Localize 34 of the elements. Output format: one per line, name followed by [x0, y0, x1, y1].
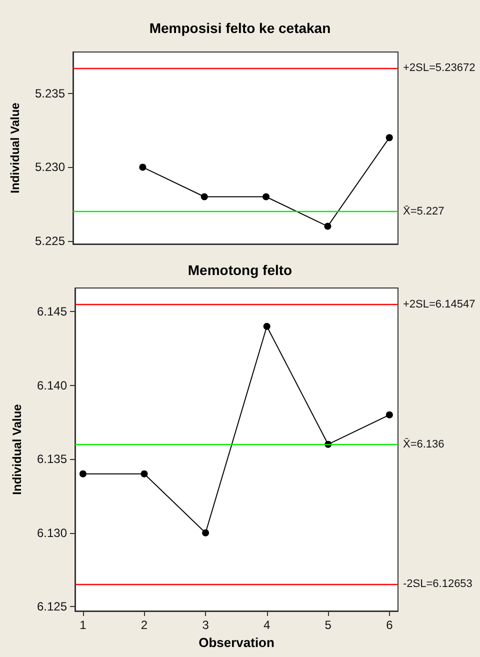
point [386, 134, 393, 142]
ref-line-label: +2SL=5.23672 [403, 62, 476, 74]
x-tick-label: 2 [140, 618, 148, 632]
y-tick-label: 5.235 [34, 86, 66, 100]
y-axis-title: Individual Value [10, 404, 24, 495]
y-tick-label: 5.230 [34, 160, 66, 174]
chart-title: Memotong felto [188, 262, 292, 278]
x-tick-label: 3 [202, 618, 210, 632]
point [262, 193, 270, 200]
y-tick-label: 5.225 [34, 234, 66, 248]
ref-line-label: X̄=6.136 [403, 438, 444, 450]
y-axis-title: Individual Value [8, 102, 22, 194]
y-tick-label: 6.135 [36, 452, 68, 466]
ref-line-label: X̄=5.227 [403, 204, 444, 218]
x-axis-title: Observation [198, 634, 274, 650]
point [263, 322, 270, 330]
y-tick-label: 6.145 [36, 304, 68, 319]
y-tick-label: 6.130 [36, 526, 68, 540]
point [386, 411, 393, 418]
point [79, 470, 86, 478]
point [324, 222, 332, 230]
point [139, 164, 146, 171]
x-tick-label: 5 [324, 618, 332, 632]
chart-title: Memposisi felto ke cetakan [149, 20, 331, 36]
y-tick-label: 6.140 [36, 378, 68, 392]
x-tick-label: 4 [263, 618, 270, 632]
x-tick-label: 6 [386, 618, 394, 632]
point [200, 193, 208, 200]
point [202, 529, 210, 536]
point [140, 470, 148, 478]
ref-line-label: -2SL=6.12653 [403, 578, 472, 590]
ref-line-label: +2SL=6.14547 [403, 298, 476, 311]
y-tick-label: 6.125 [36, 600, 68, 614]
x-tick-label: 1 [80, 618, 87, 632]
